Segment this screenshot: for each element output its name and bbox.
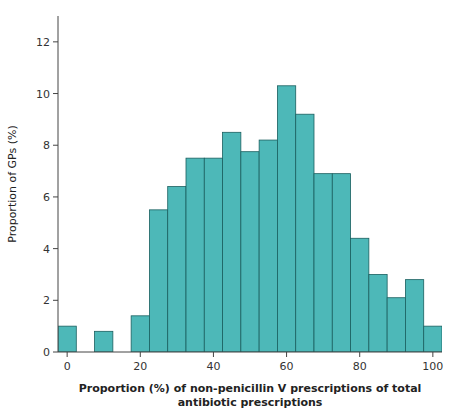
bar — [168, 187, 186, 352]
x-tick — [359, 352, 360, 357]
y-tick — [53, 300, 58, 301]
x-tick-label: 80 — [353, 360, 367, 373]
bar — [259, 140, 277, 352]
y-tick-label: 6 — [43, 191, 50, 204]
x-tick — [67, 352, 68, 357]
y-tick-label: 4 — [43, 243, 50, 256]
x-tick — [286, 352, 287, 357]
bar — [95, 331, 113, 352]
bar — [241, 152, 259, 352]
x-axis-label-line: Proportion (%) of non-penicillin V presc… — [79, 382, 422, 395]
bar — [58, 326, 76, 352]
bars — [58, 86, 442, 352]
bar — [405, 280, 423, 352]
y-tick — [53, 145, 58, 146]
y-tick — [53, 248, 58, 249]
bar — [369, 274, 387, 352]
x-tick — [432, 352, 433, 357]
x-tick-label: 20 — [133, 360, 147, 373]
bar — [387, 298, 405, 352]
y-axis-line — [58, 16, 59, 352]
bar — [149, 210, 167, 352]
y-tick-label: 8 — [43, 139, 50, 152]
bar — [131, 316, 149, 352]
y-tick — [53, 352, 58, 353]
x-tick-label: 60 — [280, 360, 294, 373]
bar — [296, 114, 314, 352]
x-tick — [140, 352, 141, 357]
x-axis-line — [58, 352, 442, 353]
bar — [223, 132, 241, 352]
y-tick — [53, 196, 58, 197]
bar — [204, 158, 222, 352]
x-tick-label: 0 — [64, 360, 71, 373]
x-axis-label: Proportion (%) of non-penicillin V presc… — [79, 382, 422, 409]
bar — [424, 326, 442, 352]
x-axis-label-line: antibiotic prescriptions — [178, 396, 323, 409]
bar — [332, 174, 350, 352]
x-tick — [213, 352, 214, 357]
x-tick-label: 100 — [422, 360, 443, 373]
bar — [186, 158, 204, 352]
x-tick-label: 40 — [206, 360, 220, 373]
chart: 0 20 40 60 80 100 0 2 4 6 8 10 12 Proportion (%) of n… — [0, 0, 458, 418]
bar — [351, 238, 369, 352]
y-tick — [53, 41, 58, 42]
y-tick-label: 10 — [36, 88, 50, 101]
y-tick — [53, 93, 58, 94]
y-tick-label: 0 — [43, 346, 50, 359]
y-axis-label: Proportion of GPs (%) — [6, 125, 19, 243]
axes: 0 20 40 60 80 100 0 2 4 6 8 10 12 — [36, 16, 443, 373]
bar — [314, 174, 332, 352]
y-tick-label: 12 — [36, 36, 50, 49]
bar — [277, 86, 295, 352]
y-tick-label: 2 — [43, 294, 50, 307]
